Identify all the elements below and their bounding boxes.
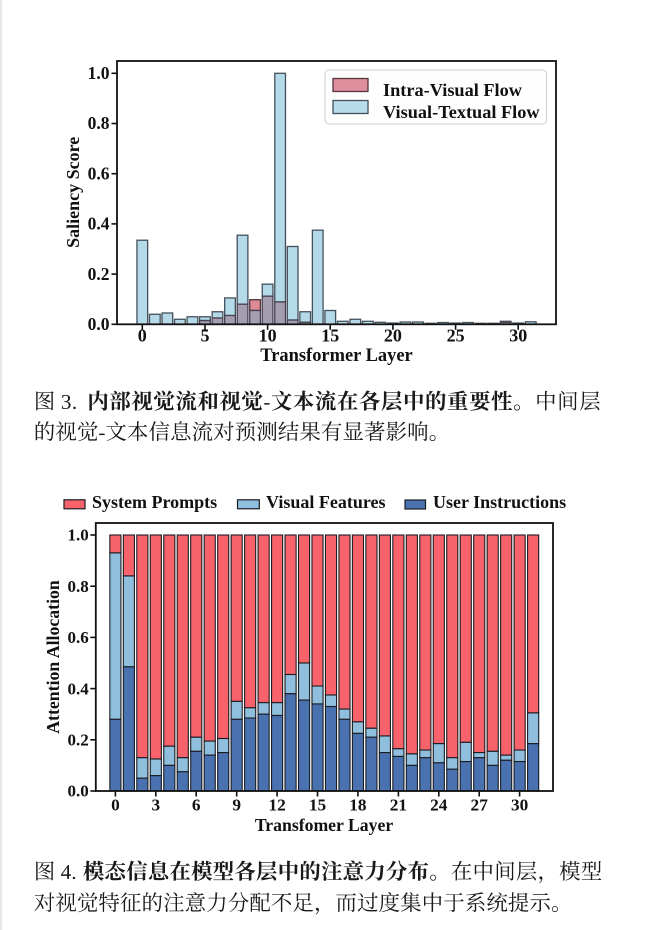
svg-text:0: 0 xyxy=(111,796,120,815)
svg-text:0.4: 0.4 xyxy=(68,679,90,698)
svg-text:1.0: 1.0 xyxy=(88,63,110,83)
svg-text:0.0: 0.0 xyxy=(68,782,89,801)
svg-text:Intra-Visual Flow: Intra-Visual Flow xyxy=(383,80,523,100)
svg-text:9: 9 xyxy=(232,796,241,815)
svg-text:0.6: 0.6 xyxy=(88,163,110,183)
svg-text:27: 27 xyxy=(471,796,489,815)
svg-text:18: 18 xyxy=(349,796,367,815)
svg-text:24: 24 xyxy=(430,796,448,815)
svg-text:30: 30 xyxy=(511,796,528,815)
svg-text:21: 21 xyxy=(390,796,407,815)
svg-text:6: 6 xyxy=(192,796,201,815)
svg-text:0: 0 xyxy=(138,326,147,346)
svg-text:0.6: 0.6 xyxy=(68,628,89,647)
svg-text:1.0: 1.0 xyxy=(68,526,89,545)
svg-text:Transformer Layer: Transformer Layer xyxy=(260,345,412,365)
svg-text:0.2: 0.2 xyxy=(88,264,110,284)
svg-text:0.2: 0.2 xyxy=(68,731,89,750)
svg-text:Visual-Textual Flow: Visual-Textual Flow xyxy=(383,102,540,122)
svg-text:20: 20 xyxy=(384,326,402,346)
svg-text:0.4: 0.4 xyxy=(88,214,110,234)
svg-text:10: 10 xyxy=(259,326,277,346)
svg-text:5: 5 xyxy=(201,326,210,346)
svg-text:0.8: 0.8 xyxy=(88,113,110,133)
svg-text:System Prompts: System Prompts xyxy=(92,492,217,512)
svg-text:25: 25 xyxy=(447,326,465,346)
svg-text:Saliency Score: Saliency Score xyxy=(63,137,83,248)
svg-text:15: 15 xyxy=(321,326,339,346)
svg-text:15: 15 xyxy=(309,796,326,815)
svg-text:Visual Features: Visual Features xyxy=(266,492,386,512)
svg-text:Attention Allocation: Attention Allocation xyxy=(43,580,63,734)
svg-text:0.0: 0.0 xyxy=(88,314,110,334)
svg-text:User Instructions: User Instructions xyxy=(433,492,566,512)
svg-text:0.8: 0.8 xyxy=(68,577,89,596)
svg-text:12: 12 xyxy=(268,796,285,815)
svg-text:30: 30 xyxy=(509,326,527,346)
svg-text:3: 3 xyxy=(151,796,160,815)
svg-text:Transfomer Layer: Transfomer Layer xyxy=(255,815,394,835)
